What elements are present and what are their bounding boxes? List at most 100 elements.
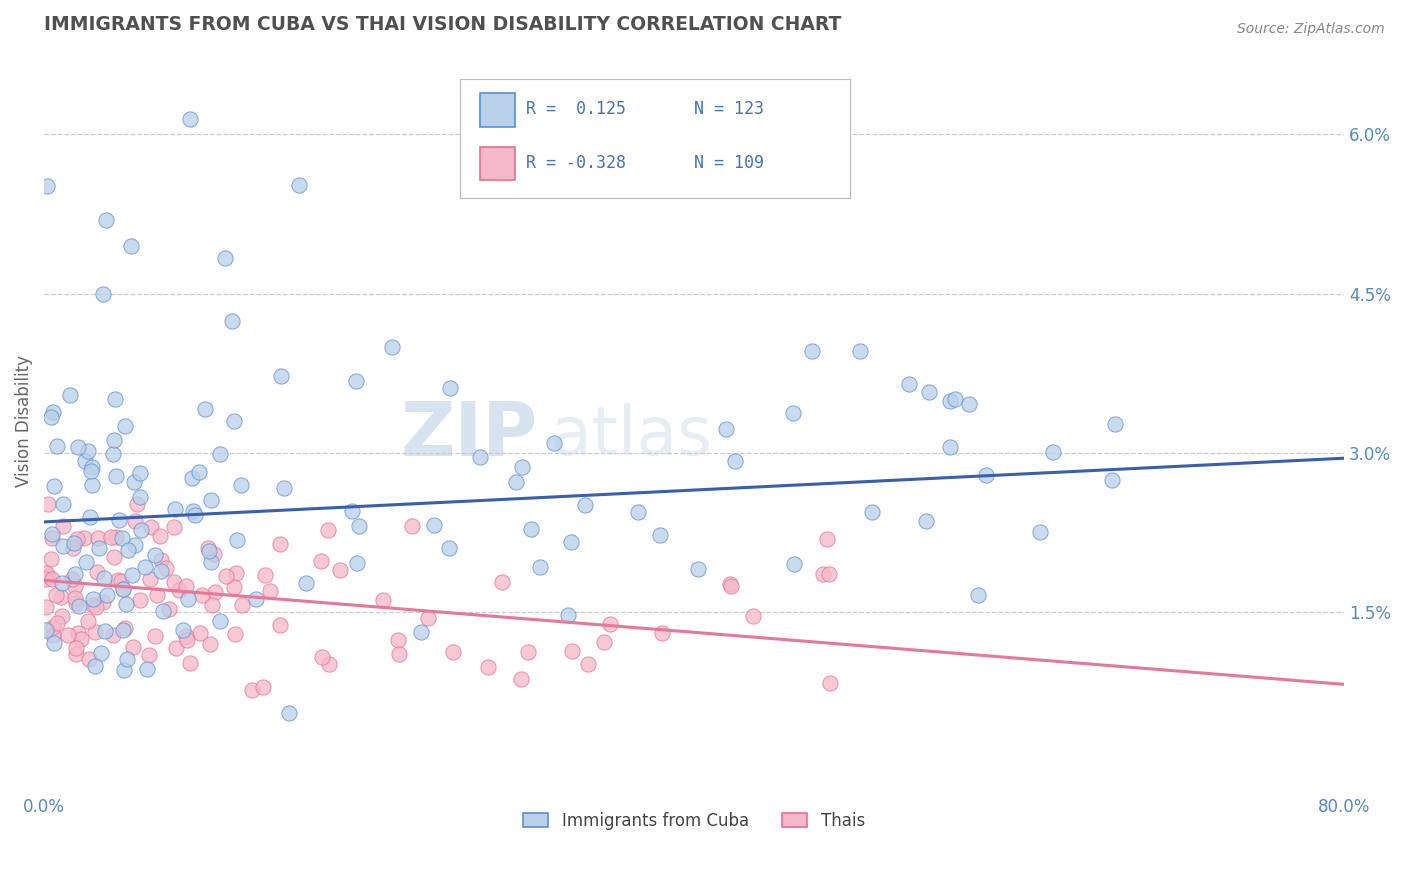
Point bbox=[849, 344, 872, 359]
Point bbox=[229, 477, 252, 491]
Point bbox=[121, 567, 143, 582]
Point bbox=[128, 593, 150, 607]
Point bbox=[252, 680, 274, 694]
Point bbox=[129, 490, 152, 504]
Point bbox=[37, 569, 59, 583]
Point bbox=[309, 554, 332, 568]
Point bbox=[225, 566, 247, 581]
Point bbox=[63, 591, 86, 606]
Point bbox=[214, 251, 236, 265]
Point bbox=[686, 562, 709, 576]
Point bbox=[1029, 524, 1052, 539]
Point bbox=[224, 414, 246, 428]
Point bbox=[254, 567, 277, 582]
Point bbox=[510, 459, 533, 474]
Point bbox=[90, 646, 112, 660]
Point bbox=[39, 551, 62, 566]
Point bbox=[52, 518, 75, 533]
Point bbox=[41, 620, 63, 634]
Point bbox=[52, 539, 75, 553]
Point bbox=[184, 508, 207, 522]
Point bbox=[77, 444, 100, 458]
Point bbox=[423, 517, 446, 532]
Text: IMMIGRANTS FROM CUBA VS THAI VISION DISABILITY CORRELATION CHART: IMMIGRANTS FROM CUBA VS THAI VISION DISA… bbox=[44, 15, 841, 34]
Point bbox=[201, 598, 224, 612]
Point bbox=[114, 621, 136, 635]
Point bbox=[51, 576, 73, 591]
Point bbox=[60, 572, 83, 586]
Point bbox=[340, 504, 363, 518]
Point bbox=[1042, 444, 1064, 458]
Point bbox=[45, 439, 67, 453]
Point bbox=[627, 505, 650, 519]
Point bbox=[197, 541, 219, 555]
Point bbox=[77, 652, 100, 666]
Point bbox=[918, 384, 941, 399]
Point bbox=[82, 478, 104, 492]
Point bbox=[519, 522, 541, 536]
Point bbox=[75, 555, 97, 569]
Point bbox=[720, 579, 742, 593]
Point bbox=[152, 604, 174, 618]
Point bbox=[172, 623, 194, 637]
Point bbox=[202, 547, 225, 561]
Point bbox=[198, 638, 221, 652]
Point bbox=[371, 593, 394, 607]
Point bbox=[1104, 417, 1126, 431]
Point bbox=[91, 595, 114, 609]
Point bbox=[381, 340, 404, 354]
Point bbox=[87, 541, 110, 555]
Point bbox=[174, 579, 197, 593]
Point bbox=[181, 471, 204, 485]
Point bbox=[46, 615, 69, 630]
Point bbox=[82, 591, 104, 606]
Point bbox=[42, 404, 65, 418]
Text: Source: ZipAtlas.com: Source: ZipAtlas.com bbox=[1237, 22, 1385, 37]
Point bbox=[96, 213, 118, 227]
Point bbox=[651, 625, 673, 640]
Point bbox=[561, 644, 583, 658]
Point bbox=[66, 532, 89, 546]
Point bbox=[344, 374, 367, 388]
Point bbox=[149, 564, 172, 578]
Point bbox=[93, 571, 115, 585]
Point bbox=[914, 514, 936, 528]
Point bbox=[269, 617, 291, 632]
Point bbox=[122, 640, 145, 655]
Point bbox=[103, 550, 125, 565]
Point bbox=[58, 628, 80, 642]
Point bbox=[194, 402, 217, 417]
Point bbox=[439, 381, 461, 395]
Point bbox=[208, 614, 231, 628]
Point bbox=[149, 553, 172, 567]
Point bbox=[574, 498, 596, 512]
Point bbox=[505, 475, 527, 490]
Point bbox=[898, 376, 921, 391]
Point bbox=[79, 464, 101, 478]
Point bbox=[516, 644, 538, 658]
Point bbox=[155, 561, 177, 575]
Point bbox=[273, 481, 295, 495]
Point bbox=[967, 588, 990, 602]
Point bbox=[939, 441, 962, 455]
Point bbox=[104, 530, 127, 544]
Point bbox=[35, 600, 58, 615]
Point bbox=[138, 573, 160, 587]
Point bbox=[188, 626, 211, 640]
Point bbox=[163, 574, 186, 589]
Point bbox=[174, 629, 197, 643]
Point bbox=[543, 436, 565, 450]
Point bbox=[1101, 473, 1123, 487]
Point bbox=[66, 625, 89, 640]
Point bbox=[52, 497, 75, 511]
Point bbox=[111, 624, 134, 638]
Point bbox=[65, 647, 87, 661]
Point bbox=[105, 469, 128, 483]
Point bbox=[240, 682, 263, 697]
Point bbox=[387, 633, 409, 648]
Point bbox=[117, 543, 139, 558]
Point bbox=[278, 706, 301, 721]
Point bbox=[65, 596, 87, 610]
Point bbox=[103, 434, 125, 448]
Point bbox=[179, 656, 201, 670]
